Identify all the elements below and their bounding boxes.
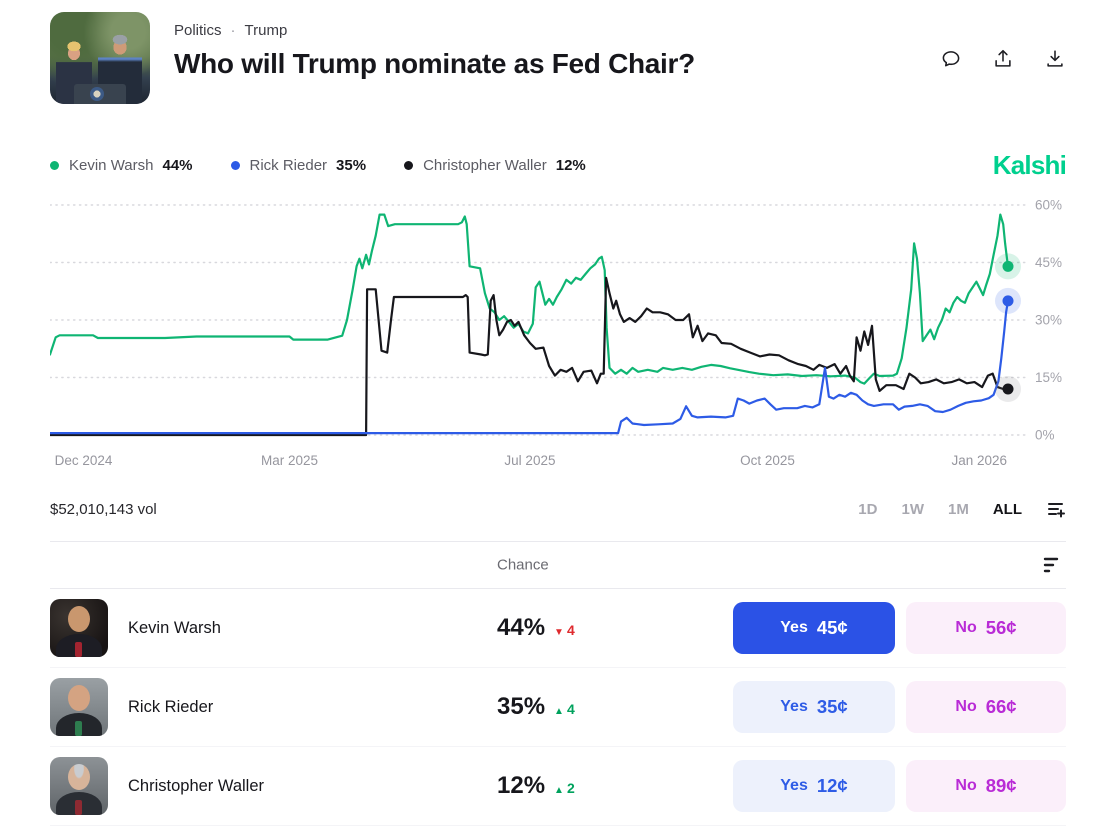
range-1m[interactable]: 1M	[947, 500, 969, 518]
legend-item-warsh: Kevin Warsh 44%	[50, 157, 193, 174]
page-title: Who will Trump nominate as Fed Chair?	[174, 48, 695, 79]
chance-column-header: Chance	[497, 556, 549, 574]
outcomes-table-header: Chance	[50, 541, 1066, 589]
sort-icon	[1042, 557, 1062, 577]
breadcrumb-trump[interactable]: Trump	[244, 22, 288, 39]
share-button[interactable]	[992, 48, 1014, 70]
svg-text:Dec 2024: Dec 2024	[55, 453, 113, 468]
chance-value: 35%	[497, 693, 546, 720]
change-indicator: ▼ 4	[554, 622, 575, 638]
legend-name: Kevin Warsh	[69, 157, 154, 174]
outcome-row-waller[interactable]: Christopher Waller 12% ▲ 2 Yes 12¢ No 89…	[50, 747, 1066, 826]
range-1w[interactable]: 1W	[901, 500, 924, 518]
range-1d[interactable]: 1D	[858, 500, 878, 518]
breadcrumb-politics[interactable]: Politics	[174, 22, 222, 39]
range-all[interactable]: ALL	[992, 500, 1022, 518]
market-chart-svg: 0% 15% 30% 45% 60% Dec 2024 Mar 2025 Jul 2025 Oc…	[50, 198, 1062, 468]
market-header: Politics · Trump Who will Trump nominate…	[50, 12, 1066, 104]
price-chart[interactable]: 0% 15% 30% 45% 60% Dec 2024 Mar 2025 Jul 2025 Oc…	[50, 197, 1066, 477]
add-to-watchlist-button[interactable]	[1046, 499, 1066, 519]
svg-text:45%: 45%	[1035, 255, 1062, 270]
outcome-name: Rick Rieder	[128, 697, 214, 716]
list-add-icon	[1046, 503, 1066, 522]
no-button[interactable]: No 66¢	[906, 681, 1066, 733]
breadcrumb-separator: ·	[230, 22, 236, 39]
comment-button[interactable]	[940, 48, 962, 70]
legend-value: 44%	[162, 157, 193, 174]
warsh-dot-icon	[50, 161, 59, 170]
rieder-dot-icon	[230, 161, 240, 170]
svg-text:60%: 60%	[1035, 198, 1062, 213]
triangle-up-icon: ▲	[554, 706, 564, 717]
outcome-row-warsh[interactable]: Kevin Warsh 44% ▼ 4 Yes 45¢ No 56¢	[50, 589, 1066, 668]
kalshi-logo[interactable]: Kalshi	[992, 150, 1067, 180]
outcome-row-rieder[interactable]: Rick Rieder 35% ▲ 4 Yes 35¢ No 66¢	[50, 668, 1066, 747]
yes-button[interactable]: Yes 45¢	[733, 602, 895, 654]
waller-avatar	[50, 757, 108, 815]
warsh-avatar	[50, 599, 108, 657]
podium	[74, 84, 126, 104]
legend-name: Christopher Waller	[423, 157, 547, 174]
sort-button[interactable]	[1042, 556, 1062, 574]
download-button[interactable]	[1044, 48, 1066, 70]
legend-name: Rick Rieder	[249, 157, 328, 174]
no-button[interactable]: No 89¢	[906, 760, 1066, 812]
breadcrumb: Politics · Trump	[174, 22, 695, 39]
svg-text:Oct 2025: Oct 2025	[740, 453, 795, 468]
volume-text: $52,010,143 vol	[50, 500, 157, 518]
waller-dot-icon	[404, 161, 414, 170]
triangle-down-icon: ▼	[554, 627, 564, 638]
svg-text:Jan 2026: Jan 2026	[951, 453, 1007, 468]
legend-item-rieder: Rick Rieder 35%	[230, 157, 367, 174]
yes-button[interactable]: Yes 12¢	[733, 760, 895, 812]
outcome-name: Christopher Waller	[128, 776, 265, 795]
svg-text:Jul 2025: Jul 2025	[504, 453, 555, 468]
legend-value: 12%	[555, 157, 586, 174]
legend-item-waller: Christopher Waller 12%	[404, 157, 586, 174]
range-selector: 1D 1W 1M ALL	[858, 499, 1066, 519]
chance-value: 12%	[497, 772, 546, 799]
svg-text:0%: 0%	[1035, 428, 1055, 443]
yes-button[interactable]: Yes 35¢	[733, 681, 895, 733]
chance-value: 44%	[497, 614, 546, 641]
svg-text:15%: 15%	[1035, 370, 1062, 385]
download-icon	[1044, 50, 1066, 73]
triangle-up-icon: ▲	[554, 785, 564, 796]
outcome-name: Kevin Warsh	[128, 618, 221, 637]
chart-legend: Kevin Warsh 44% Rick Rieder 35% Christop…	[50, 150, 1067, 181]
legend-value: 35%	[336, 157, 367, 174]
svg-text:Mar 2025: Mar 2025	[261, 453, 318, 468]
svg-text:30%: 30%	[1035, 313, 1062, 328]
change-indicator: ▲ 4	[554, 701, 575, 717]
share-icon	[992, 49, 1014, 73]
comment-icon	[940, 51, 962, 73]
rieder-avatar	[50, 678, 108, 736]
market-thumbnail	[50, 12, 150, 104]
change-indicator: ▲ 2	[554, 780, 575, 796]
no-button[interactable]: No 56¢	[906, 602, 1066, 654]
